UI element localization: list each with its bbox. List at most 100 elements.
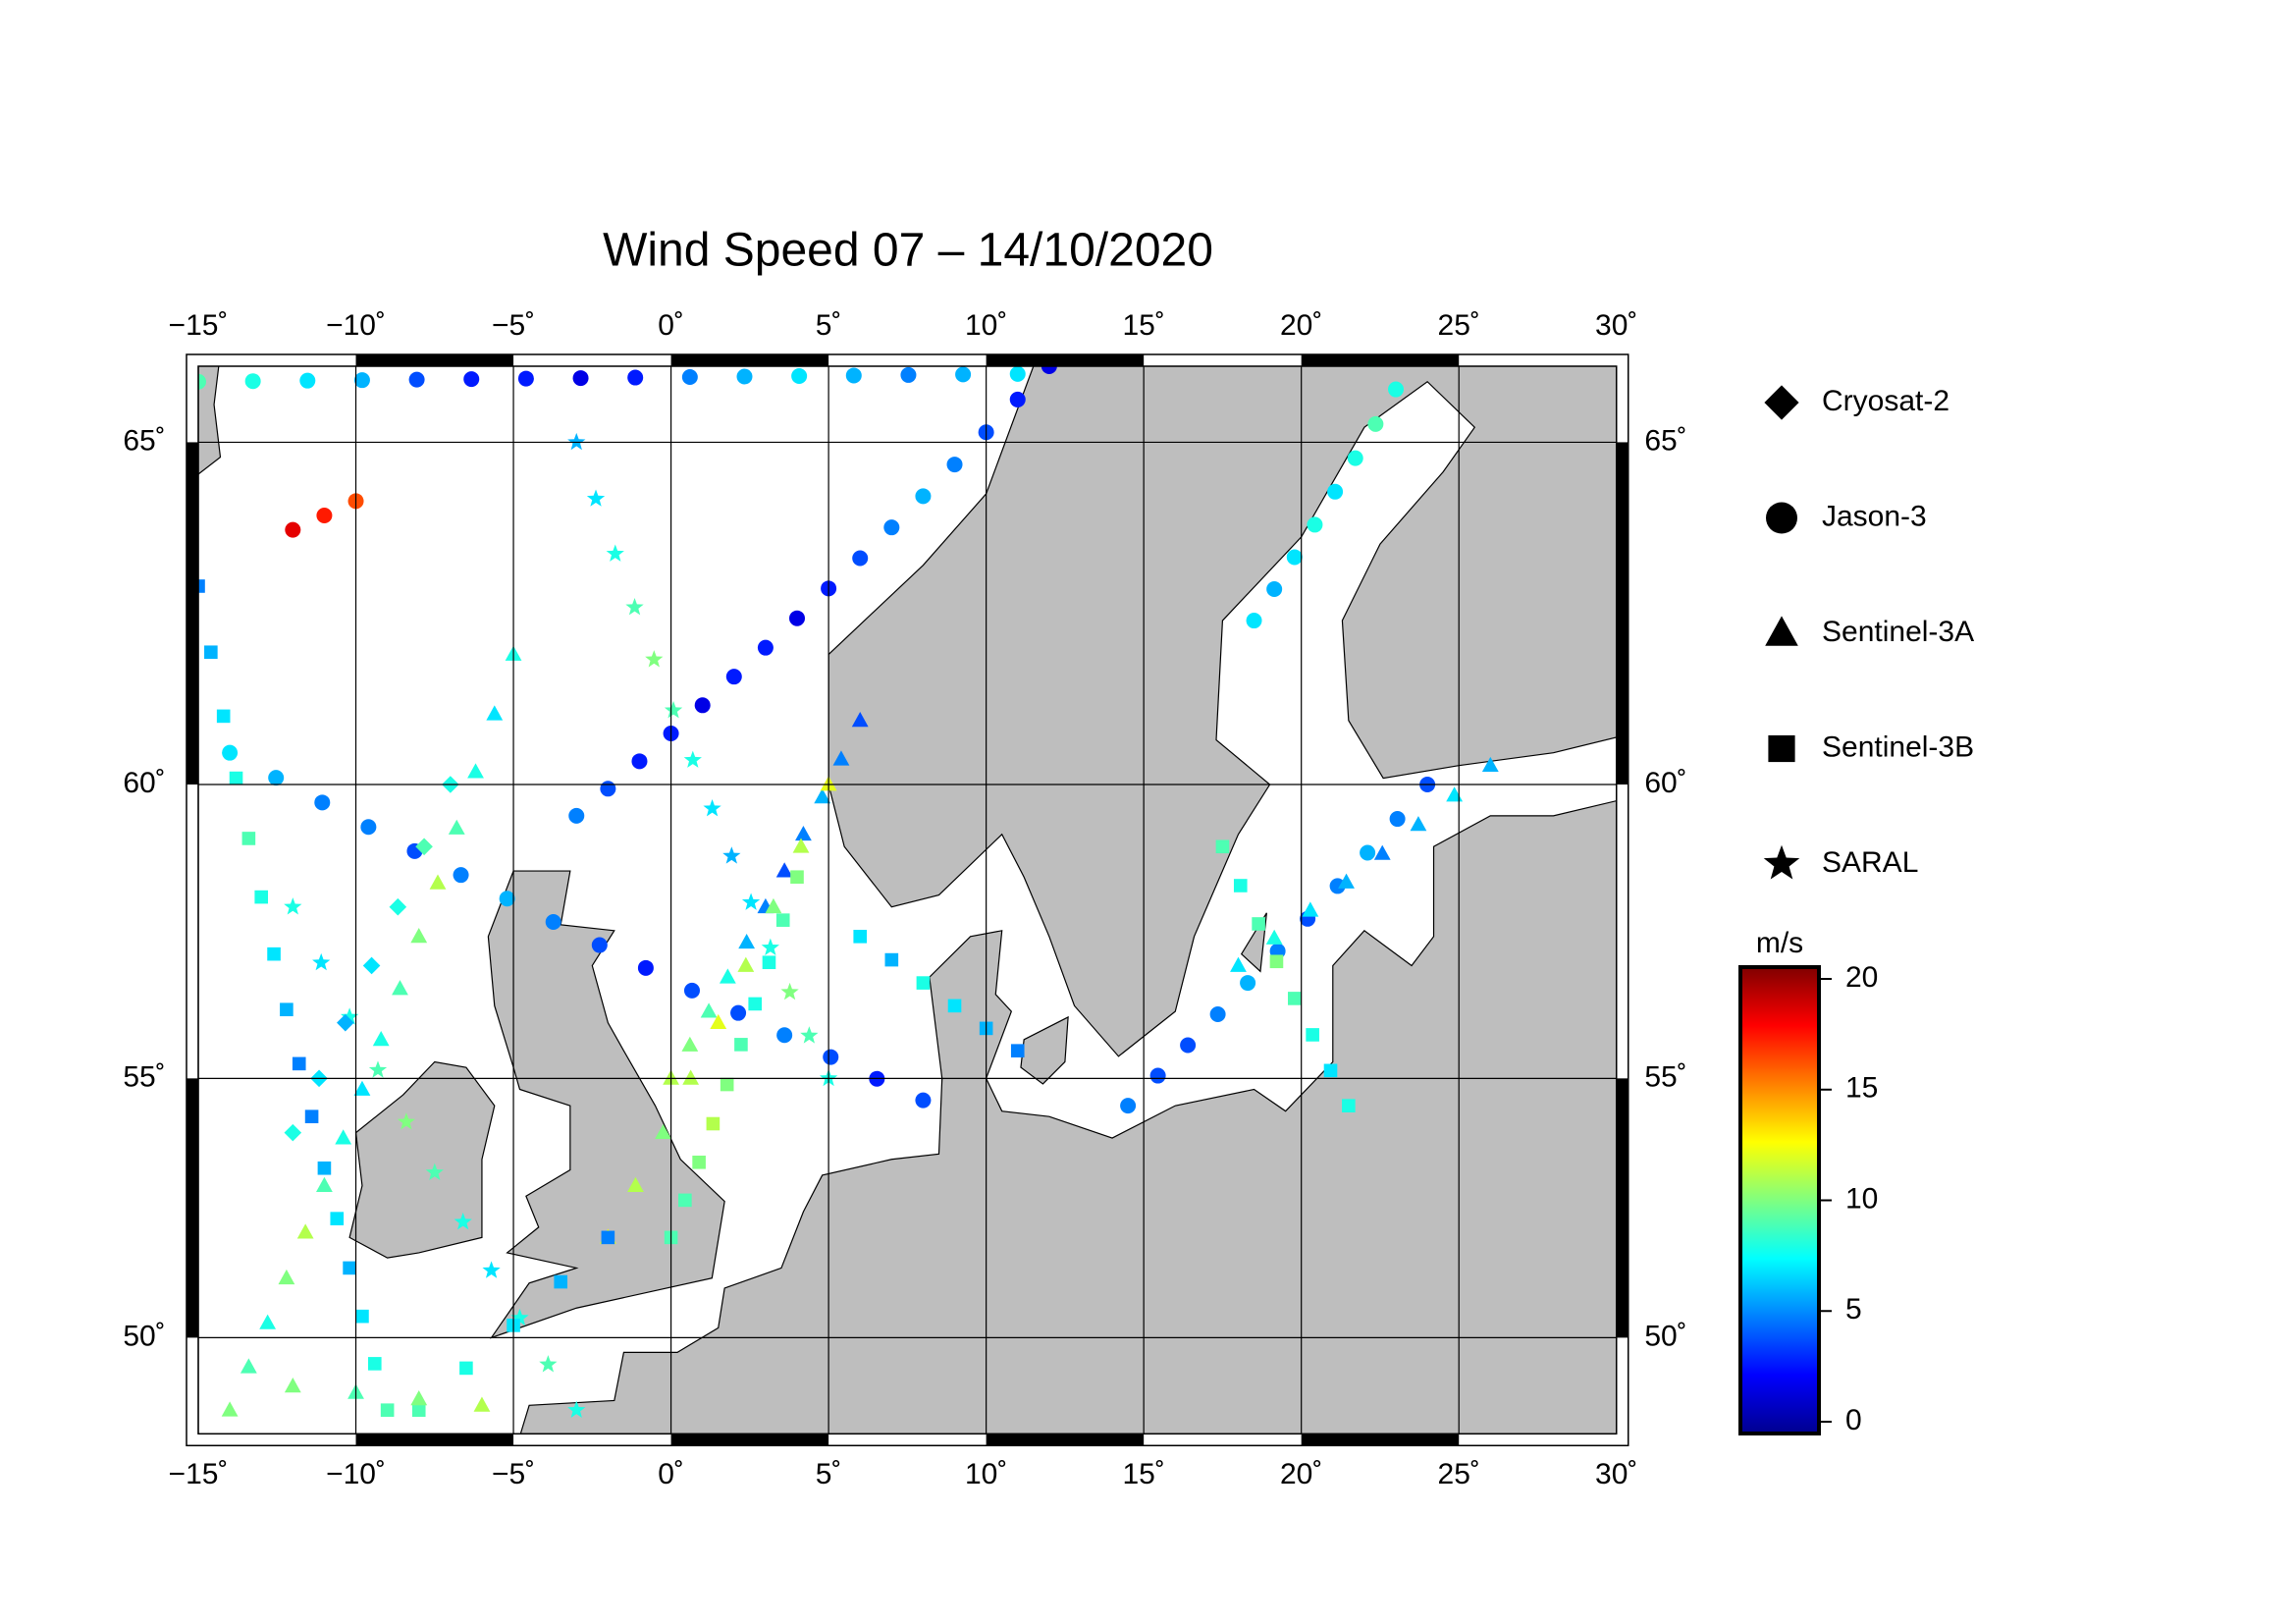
square-marker: [762, 955, 776, 970]
square-marker: [380, 1403, 395, 1417]
land: [198, 366, 1617, 1434]
legend: Cryosat-2 Jason-3 Sentinel-3A Sentinel-3B SA…: [1763, 385, 1974, 880]
triangle-marker: [296, 1223, 314, 1239]
circle-marker: [1766, 502, 1797, 534]
circle-marker: [1009, 391, 1026, 407]
circle-marker: [453, 867, 469, 884]
colorbar-unit: m/s: [1756, 927, 1803, 959]
lon-label-bottom: 30˚: [1595, 1458, 1637, 1490]
legend-label: Sentinel-3A: [1822, 616, 1974, 648]
square-marker: [554, 1274, 568, 1289]
circle-marker: [791, 367, 808, 384]
triangle-marker: [221, 1401, 239, 1417]
landmass: [198, 366, 222, 475]
triangle-marker: [814, 788, 831, 804]
square-marker: [1342, 1099, 1356, 1112]
circle-marker: [637, 959, 654, 976]
lat-label-right: 50˚: [1644, 1320, 1686, 1352]
star-marker: [683, 750, 702, 768]
diamond-marker: [1764, 385, 1799, 420]
circle-marker: [1388, 381, 1405, 398]
circle-marker: [499, 891, 515, 907]
colorbar-tick-label: 20: [1845, 961, 1878, 994]
triangle-marker: [448, 819, 465, 835]
circle-marker: [545, 914, 561, 931]
circle-marker: [789, 610, 806, 626]
square-marker: [1269, 954, 1284, 969]
circle-marker: [268, 770, 285, 786]
circle-marker: [360, 819, 377, 836]
triangle-marker: [1481, 756, 1499, 773]
circle-marker: [1307, 516, 1323, 533]
square-marker: [241, 832, 256, 845]
circle-marker: [730, 1004, 747, 1021]
lon-label-top: 20˚: [1280, 309, 1322, 342]
square-marker: [411, 1403, 426, 1417]
lon-label-bottom: −5˚: [492, 1458, 535, 1490]
circle-marker: [568, 807, 585, 824]
frame-bar: [187, 1078, 198, 1338]
square-marker: [367, 1357, 382, 1371]
circle-marker: [1367, 415, 1384, 432]
square-marker: [678, 1193, 692, 1208]
landmass: [348, 1060, 496, 1259]
square-marker: [229, 771, 243, 785]
circle-marker: [285, 521, 301, 538]
circle-marker: [198, 373, 206, 390]
star-marker: [664, 700, 683, 719]
lat-label-left: 55˚: [123, 1060, 165, 1093]
colorbar-tick-label: 0: [1845, 1404, 1862, 1436]
square-marker: [280, 1002, 294, 1017]
circle-marker: [1041, 366, 1057, 374]
square-marker: [267, 947, 281, 961]
square-marker: [1010, 1044, 1025, 1057]
lon-label-top: 5˚: [816, 309, 842, 342]
star-marker: [397, 1112, 416, 1130]
lat-label-left: 60˚: [123, 767, 165, 799]
square-marker: [343, 1261, 356, 1275]
square-marker: [692, 1155, 706, 1169]
square-marker: [1288, 992, 1302, 1005]
star-marker: [368, 1060, 388, 1078]
triangle-marker: [1410, 816, 1427, 832]
circle-marker: [757, 639, 774, 656]
square-marker: [775, 913, 790, 927]
square-marker: [198, 579, 205, 593]
diamond-marker: [337, 1013, 354, 1032]
square-marker: [790, 870, 804, 885]
square-marker: [1323, 1063, 1338, 1078]
square-marker: [1306, 1028, 1319, 1042]
square-marker: [1233, 879, 1248, 893]
landmass: [828, 366, 1617, 1057]
circle-marker: [852, 550, 869, 567]
triangle-marker: [792, 838, 810, 853]
frame-bar: [986, 1434, 1145, 1446]
circle-marker: [627, 369, 644, 386]
triangle-marker: [851, 712, 869, 728]
diamond-marker: [284, 1123, 302, 1142]
circle-marker: [316, 508, 333, 524]
square-marker: [292, 1056, 306, 1071]
star-marker: [606, 544, 624, 562]
circle-marker: [1209, 1006, 1226, 1023]
star-marker: [284, 897, 302, 915]
legend-label: SARAL: [1822, 846, 1918, 879]
star-marker: [761, 938, 779, 956]
star-marker: [454, 1213, 472, 1230]
star-marker: [703, 798, 721, 817]
square-marker: [204, 645, 218, 660]
circle-marker: [694, 697, 711, 714]
colorbar-tick-label: 5: [1845, 1293, 1862, 1325]
triangle-marker: [765, 897, 782, 914]
star-marker: [780, 982, 799, 1001]
lat-label-right: 65˚: [1644, 424, 1686, 457]
triangle-marker: [473, 1396, 491, 1412]
star-marker: [567, 432, 586, 451]
triangle-marker: [410, 1390, 428, 1406]
star-marker: [586, 489, 606, 507]
circle-marker: [1266, 581, 1283, 598]
circle-marker: [736, 368, 753, 385]
star-marker: [741, 893, 761, 910]
triangle-marker: [259, 1314, 277, 1329]
lon-label-top: −10˚: [326, 309, 386, 342]
